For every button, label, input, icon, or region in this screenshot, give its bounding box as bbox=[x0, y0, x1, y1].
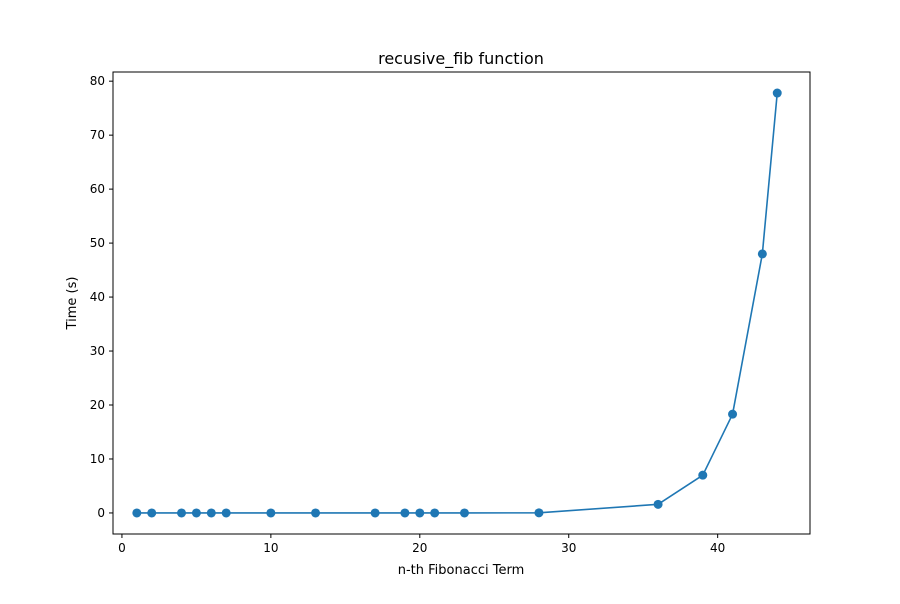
data-point bbox=[430, 508, 440, 518]
data-point bbox=[534, 508, 544, 518]
y-tick-label: 70 bbox=[90, 128, 105, 142]
chart-title: recusive_fib function bbox=[378, 49, 544, 69]
x-tick-label: 0 bbox=[118, 541, 126, 555]
y-tick-label: 10 bbox=[90, 452, 105, 466]
x-tick-label: 20 bbox=[412, 541, 427, 555]
plot-area-frame bbox=[112, 71, 811, 535]
data-point bbox=[147, 508, 157, 518]
data-point bbox=[757, 249, 767, 259]
data-point bbox=[191, 508, 201, 518]
data-point bbox=[266, 508, 276, 518]
y-tick-label: 80 bbox=[90, 74, 105, 88]
data-point bbox=[206, 508, 216, 518]
data-point bbox=[415, 508, 425, 518]
y-tick-label: 0 bbox=[97, 506, 105, 520]
y-axis-label: Time (s) bbox=[65, 277, 80, 331]
data-point bbox=[459, 508, 469, 518]
data-point bbox=[698, 470, 708, 480]
data-point bbox=[132, 508, 142, 518]
y-tick-label: 60 bbox=[90, 182, 105, 196]
data-point bbox=[400, 508, 410, 518]
y-tick-label: 40 bbox=[90, 290, 105, 304]
x-axis: 0 10 20 30 40 bbox=[118, 534, 725, 555]
x-tick-label: 10 bbox=[263, 541, 278, 555]
data-point bbox=[370, 508, 380, 518]
x-tick-label: 30 bbox=[561, 541, 576, 555]
x-axis-label: n-th Fibonacci Term bbox=[398, 563, 525, 578]
plot-marks bbox=[132, 88, 782, 518]
data-point bbox=[221, 508, 231, 518]
y-tick-label: 20 bbox=[90, 398, 105, 412]
data-point bbox=[653, 499, 663, 509]
y-tick-label: 30 bbox=[90, 344, 105, 358]
data-point bbox=[728, 409, 738, 419]
x-tick-label: 40 bbox=[710, 541, 725, 555]
data-point bbox=[311, 508, 321, 518]
data-point bbox=[772, 88, 782, 98]
series-line bbox=[136, 92, 779, 514]
y-axis: 0 10 20 30 40 50 60 70 80 bbox=[90, 74, 113, 520]
data-point bbox=[177, 508, 187, 518]
y-tick-label: 50 bbox=[90, 236, 105, 250]
